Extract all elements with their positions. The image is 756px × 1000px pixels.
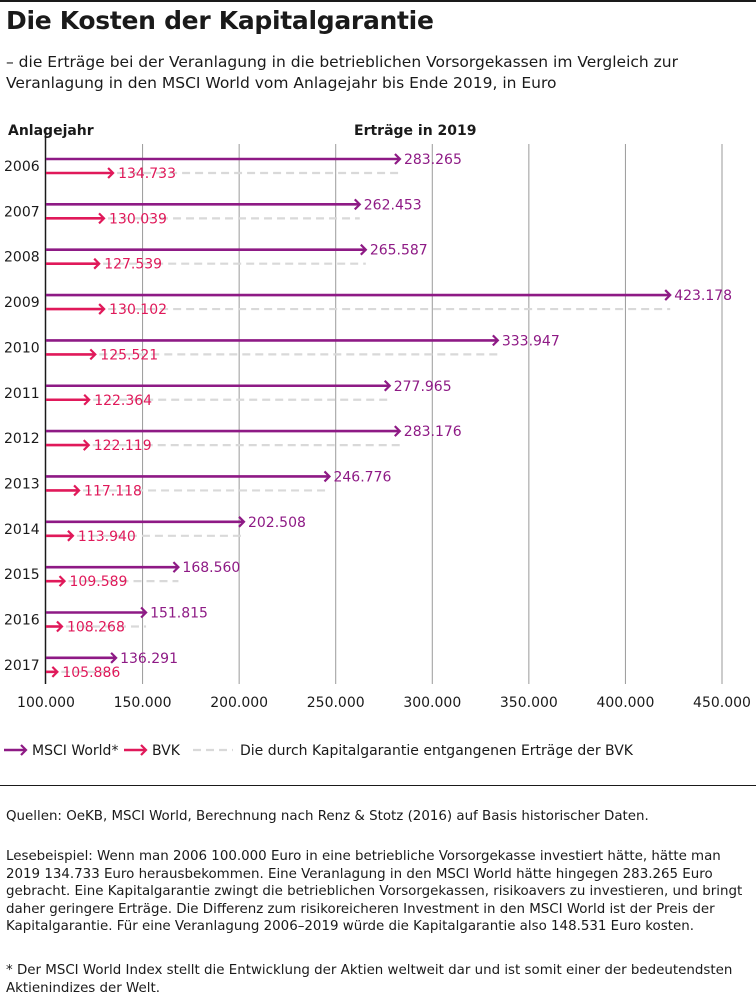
bvk-arrowhead [82, 439, 91, 451]
y-tick-label: 2008 [4, 250, 40, 266]
y-tick-label: 2009 [4, 295, 40, 311]
bvk-data-label: 127.539 [104, 257, 162, 273]
y-axis-title: Anlagejahr [8, 123, 94, 139]
msci-data-label: 277.965 [394, 379, 452, 395]
footnote-text: * Der MSCI World Index stellt die Entwic… [6, 963, 733, 996]
x-tick-label: 100.000 [17, 695, 75, 711]
msci-data-label: 333.947 [502, 333, 560, 349]
bvk-data-label: 125.521 [100, 347, 158, 363]
msci-data-label: 151.815 [150, 606, 208, 622]
gridlines [44, 128, 723, 684]
y-tick-label: 2017 [4, 658, 40, 674]
sources-text: Quellen: OeKB, MSCI World, Berechnung na… [6, 809, 649, 824]
bvk-data-label: 130.039 [109, 211, 167, 227]
x-tick-label: 200.000 [210, 695, 268, 711]
y-tick-label: 2011 [4, 386, 40, 402]
bvk-data-label: 122.364 [94, 393, 152, 409]
bvk-arrowhead [89, 348, 97, 361]
y-tick-label: 2012 [4, 431, 40, 447]
bvk-data-label: 122.119 [94, 438, 152, 454]
msci-data-label: 265.587 [370, 243, 428, 259]
y-tick-label: 2013 [4, 476, 40, 492]
x-axis-ticks: 100.000 150.000 200.000 250.000 300.000 350.0… [4, 159, 751, 711]
msci-arrowhead [394, 425, 402, 437]
bvk-data-label: 109.589 [70, 574, 128, 590]
msci-arrowhead [394, 153, 402, 165]
bvk-arrowhead [56, 620, 64, 633]
msci-arrowhead [323, 470, 332, 483]
bvk-data-label: 108.268 [67, 620, 125, 636]
msci-arrowhead [238, 516, 246, 528]
x-tick-label: 350.000 [500, 695, 558, 711]
bvk-data-label: 105.886 [62, 665, 120, 681]
value-axis-title: Erträge in 2019 [354, 123, 477, 139]
legend-label-bvk: BVK [152, 743, 181, 759]
reading-example-text: Lesebeispiel: Wenn man 2006 100.000 Euro… [6, 849, 743, 934]
msci-arrowhead [172, 561, 180, 573]
msci-data-label: 283.265 [404, 152, 462, 168]
bvk-arrowhead [73, 484, 81, 497]
y-tick-label: 2015 [4, 567, 40, 583]
bvk-data-label: 113.940 [78, 529, 136, 545]
msci-arrowhead [383, 379, 392, 392]
bar-chart: Anlagejahr Erträge in 2019 283.265 134.73… [4, 123, 751, 759]
msci-arrowhead [492, 334, 500, 347]
chart-subtitle: – die Erträge bei der Veranlagung in die… [6, 53, 678, 92]
x-tick-label: 250.000 [307, 695, 365, 711]
y-tick-label: 2007 [4, 204, 40, 220]
msci-data-label: 262.453 [364, 197, 422, 213]
msci-arrowhead [110, 652, 118, 664]
msci-data-label: 202.508 [248, 515, 306, 531]
y-tick-label: 2010 [4, 340, 40, 356]
bvk-data-label: 117.118 [84, 483, 142, 499]
legend-label-gap: Die durch Kapitalgarantie entgangenen Er… [240, 743, 634, 759]
y-tick-label: 2006 [4, 159, 40, 175]
x-tick-label: 450.000 [693, 695, 751, 711]
divider-line [0, 785, 756, 786]
msci-data-label: 136.291 [120, 651, 178, 667]
legend: MSCI World* BVK Die durch Kapitalgarantie … [4, 743, 634, 759]
msci-arrowhead [140, 606, 148, 619]
msci-arrowhead [360, 243, 368, 256]
msci-data-label: 246.776 [333, 469, 391, 485]
bvk-arrowhead [98, 303, 106, 315]
y-tick-label: 2016 [4, 613, 40, 629]
top-rule [0, 0, 756, 2]
msci-data-label: 423.178 [674, 288, 732, 304]
x-tick-label: 150.000 [114, 695, 172, 711]
bvk-data-label: 134.733 [118, 166, 176, 182]
bvk-arrowhead [98, 212, 106, 225]
legend-label-msci: MSCI World* [32, 743, 118, 759]
msci-arrowhead [353, 198, 362, 211]
bvk-arrowhead [67, 530, 75, 542]
x-tick-label: 300.000 [403, 695, 461, 711]
chart-title: Die Kosten der Kapitalgarantie [6, 6, 434, 35]
bvk-data-label: 130.102 [109, 302, 167, 318]
bvk-arrowhead [83, 393, 91, 406]
x-tick-label: 400.000 [596, 695, 654, 711]
msci-arrowhead [664, 289, 672, 301]
bvk-arrowhead [51, 666, 59, 678]
bvk-arrowhead [93, 257, 101, 270]
msci-data-label: 168.560 [182, 560, 240, 576]
bvk-arrowhead [58, 575, 67, 587]
msci-data-label: 283.176 [404, 424, 462, 440]
chart-marks: 283.265 134.733 262.453 130.039 265.587 127.5… [20, 152, 732, 756]
bvk-arrowhead [107, 167, 115, 179]
y-tick-label: 2014 [4, 522, 40, 538]
